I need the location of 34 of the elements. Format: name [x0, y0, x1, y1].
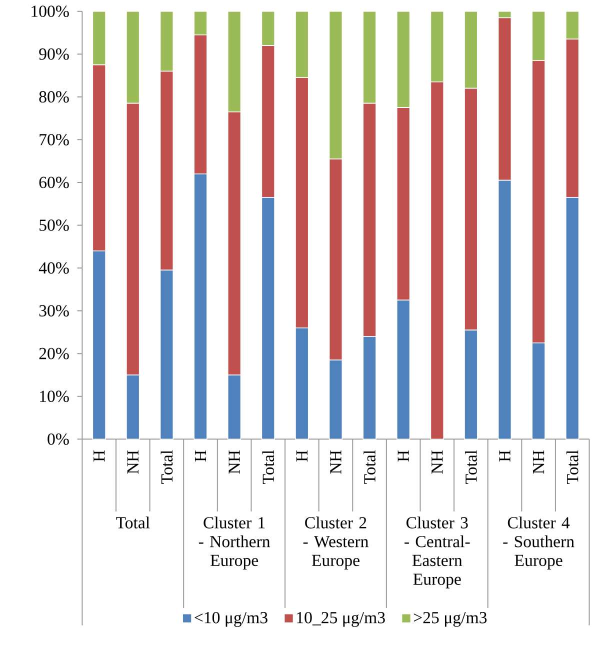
x-tick-label: NH — [330, 450, 342, 474]
x-tick-label: NH — [127, 450, 138, 474]
y-tick-label: 70% — [40, 134, 69, 146]
legend-label: >25 μg/m3 — [414, 612, 487, 627]
x-tick-label: H — [94, 450, 105, 462]
text: Cluster 3 - Central-Eastern Europe — [404, 516, 470, 588]
x-tick-label: Total — [160, 450, 173, 484]
x-tick-label: NH — [432, 450, 443, 474]
text: Cluster 1 - Northern Europe — [198, 516, 270, 570]
x-tick-label: Total — [262, 450, 274, 484]
y-tick-label: 50% — [40, 220, 69, 231]
y-tick-label: 90% — [39, 48, 69, 60]
text: Cluster 2 - Western Europe — [303, 516, 368, 570]
x-tick-label: H — [296, 450, 308, 462]
y-tick-label: 0% — [48, 433, 69, 445]
y-tick-label: 10% — [40, 390, 69, 402]
x-tick-label: NH — [228, 450, 240, 474]
x-tick-label: H — [194, 450, 206, 462]
x-tick-label: Total — [465, 450, 477, 484]
y-tick-label: 60% — [39, 176, 69, 188]
y-tick-label: 40% — [38, 262, 69, 274]
y-tick-label: 80% — [39, 91, 69, 103]
x-tick-label: Total — [364, 450, 376, 484]
text: Total — [116, 516, 150, 528]
x-tick-label: NH — [533, 450, 544, 474]
y-tick-label: 30% — [39, 305, 69, 317]
x-tick-label: Total — [566, 450, 578, 484]
text: Cluster 4 - Southern Europe — [503, 516, 574, 570]
legend-label: 10_25 μg/m3 — [297, 612, 385, 627]
x-tick-label: H — [499, 450, 510, 462]
y-tick-label: 20% — [39, 348, 69, 360]
x-tick-label: H — [398, 450, 409, 462]
legend-label: <10 μg/m3 — [194, 612, 268, 627]
y-tick-label: 100% — [32, 6, 69, 18]
